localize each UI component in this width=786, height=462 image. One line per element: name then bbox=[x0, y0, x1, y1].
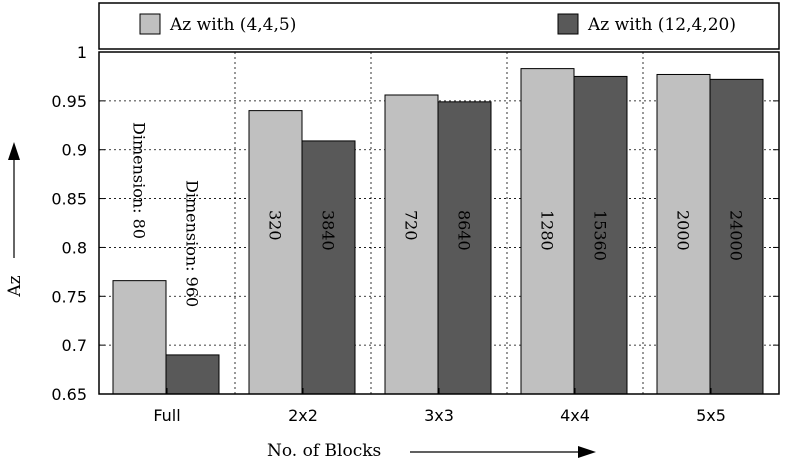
y-axis-arrowhead-icon bbox=[8, 142, 20, 160]
bar-label: Dimension: 960 bbox=[183, 180, 202, 307]
bar-4x4-series-1 bbox=[520, 68, 575, 395]
y-tick-label: 1 bbox=[77, 43, 87, 62]
y-tick-label: 0.8 bbox=[62, 238, 87, 257]
bar-labels: Dimension: 80 Dimension: 960 320 3840 720 864… bbox=[130, 122, 746, 307]
legend-label-series-2: Az with (12,4,20) bbox=[587, 15, 736, 35]
y-axis-title: Az bbox=[5, 275, 25, 297]
x-tick-label: 3x3 bbox=[424, 406, 454, 425]
bar-label: 2000 bbox=[674, 210, 693, 251]
y-axis-title-group: Az bbox=[5, 142, 25, 298]
y-axis-ticks: 0.65 0.7 0.75 0.8 0.85 0.9 0.95 1 bbox=[51, 43, 779, 404]
bar-3x3-series-2 bbox=[437, 101, 492, 395]
bar-Full-series-1 bbox=[112, 280, 167, 395]
bar-label: 3840 bbox=[319, 210, 338, 251]
legend-swatch-series-1 bbox=[139, 13, 161, 35]
legend-swatch-series-2 bbox=[557, 13, 579, 35]
x-axis-title: No. of Blocks bbox=[267, 441, 381, 461]
bar-4x4-series-2 bbox=[573, 75, 628, 395]
bar-label: 720 bbox=[402, 210, 421, 241]
x-tick-label: 2x2 bbox=[288, 406, 318, 425]
bars bbox=[112, 68, 764, 395]
x-tick-label: 5x5 bbox=[696, 406, 726, 425]
y-tick-label: 0.65 bbox=[51, 385, 87, 404]
bar-label: Dimension: 80 bbox=[130, 122, 149, 239]
bar-label: 1280 bbox=[538, 210, 557, 251]
legend-box bbox=[98, 2, 780, 50]
x-axis-ticks: Full 2x2 3x3 4x4 5x5 bbox=[153, 388, 726, 425]
bar-2x2-series-2 bbox=[301, 140, 356, 395]
bar-2x2-series-1 bbox=[248, 110, 303, 395]
y-tick-label: 0.75 bbox=[51, 287, 87, 306]
bar-label: 24000 bbox=[727, 210, 746, 261]
bar-label: 15360 bbox=[591, 210, 610, 261]
bar-3x3-series-1 bbox=[384, 94, 439, 395]
bar-Full-series-2 bbox=[165, 354, 220, 395]
bar-label: 320 bbox=[266, 210, 285, 241]
x-tick-label: 4x4 bbox=[560, 406, 590, 425]
y-tick-label: 0.85 bbox=[51, 190, 87, 209]
x-axis-title-group: No. of Blocks bbox=[267, 441, 596, 461]
legend-label-series-1: Az with (4,4,5) bbox=[169, 15, 296, 35]
y-tick-label: 0.95 bbox=[51, 92, 87, 111]
bar-5x5-series-2 bbox=[709, 78, 764, 395]
y-tick-label: 0.7 bbox=[62, 336, 87, 355]
bar-label: 8640 bbox=[455, 210, 474, 251]
x-axis-arrowhead-icon bbox=[578, 446, 596, 458]
y-tick-label: 0.9 bbox=[62, 141, 87, 160]
x-tick-label: Full bbox=[153, 406, 180, 425]
